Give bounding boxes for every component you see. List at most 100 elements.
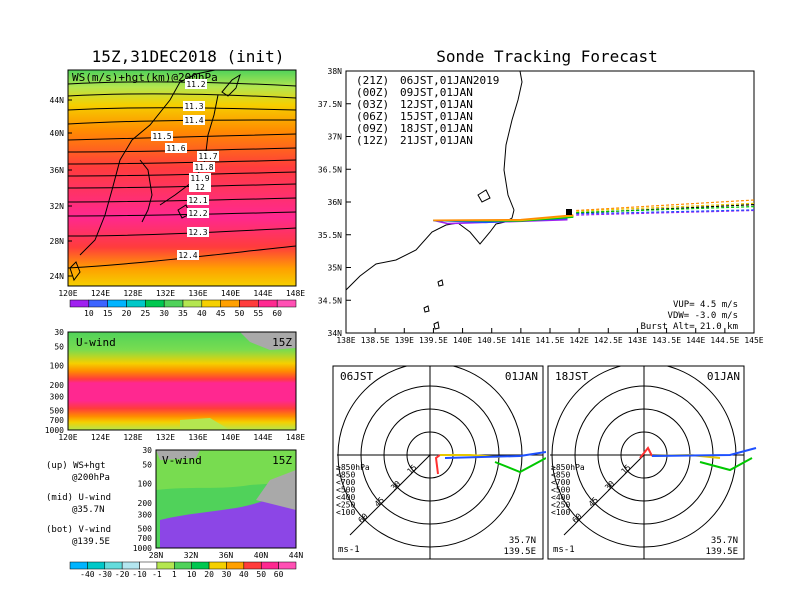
hodo-level-label: <500 [551, 486, 570, 495]
track-lon-tick: 144E [686, 336, 705, 345]
ws-lat-tick: 36N [50, 166, 65, 175]
contour-label-bg [189, 173, 211, 183]
hodo1-unit: ms-1 [338, 545, 360, 555]
uwind-pressure-tick: 200 [50, 381, 65, 390]
vwind-pressure-tick: 1000 [133, 544, 152, 553]
ws-lat-tick: 32N [50, 202, 65, 211]
track-lon-tick: 141.5E [536, 336, 565, 345]
hodo2-date: 01JAN [707, 370, 740, 383]
contour-label-bg [197, 151, 219, 161]
ws-colorbar-cell [201, 299, 221, 308]
legend-bot: (bot) V-wind [46, 525, 111, 535]
right-title: Sonde Tracking Forecast [436, 47, 658, 66]
track-lat-tick: 35N [328, 264, 343, 273]
legend-mid-lat: @35.7N [72, 505, 105, 515]
ws-lat-tick: 40N [50, 129, 65, 138]
track-series-line [433, 214, 574, 222]
ws-lon-tick: 144E [253, 289, 272, 298]
vwind-lat-tick: 28N [149, 551, 164, 560]
ws-colorbar-tick: 15 [103, 309, 113, 318]
vwind-colorbar-tick: -10 [132, 570, 147, 579]
track-lon-tick: 140E [453, 336, 472, 345]
legend-time: 06JST,01JAN2019 [400, 74, 499, 87]
uwind-pressure-tick: 300 [50, 392, 65, 401]
vwind-colorbar-cell [69, 561, 88, 570]
track-lat-tick: 36.5N [318, 165, 342, 174]
vwind-colorbar-cell [104, 561, 123, 570]
contour-label: 11.4 [184, 116, 203, 125]
contour-label: 12 [195, 183, 205, 192]
ws-lat-tick: 28N [50, 237, 65, 246]
ws-colorbar-tick: 40 [197, 309, 207, 318]
hodo-level-label: ≥850hPa [336, 463, 370, 472]
track-legend: (21Z) 06JST,01JAN2019 (00Z) 09JST,01JAN (03Z… [356, 74, 499, 147]
vwind-label: V-wind [162, 454, 202, 467]
ws-colorbar-tick: 55 [254, 309, 264, 318]
ws-lon-tick: 124E [91, 289, 110, 298]
legend-code: (00Z) [356, 86, 389, 99]
vwind-colorbar-tick: -1 [152, 570, 162, 579]
vwind-lat-tick: 36N [219, 551, 234, 560]
contour-label: 11.6 [166, 144, 185, 153]
burst-param: Burst Alt= 21.0 km [640, 322, 738, 332]
ws-colorbar-cell [182, 299, 203, 308]
vwind-colorbar-cell [139, 561, 158, 570]
vwind-colorbar-cell [226, 561, 245, 570]
vwind-panel [155, 449, 297, 549]
left-title: 15Z,31DEC2018 (init) [92, 47, 285, 66]
track-lon-tick: 139.5E [419, 336, 448, 345]
hodo-level-label: <850 [551, 471, 570, 480]
legend-time: 12JST,01JAN [400, 98, 473, 111]
track-lines [433, 199, 754, 225]
legend-time: 09JST,01JAN [400, 86, 473, 99]
hodo-level-label: <100 [336, 508, 355, 517]
contour-label-bg [187, 208, 209, 218]
contour-label: 11.7 [198, 152, 217, 161]
uwind-lon-tick: 136E [188, 433, 207, 442]
contour-labels: 11.2 11.3 11.4 11.5 11.6 11.7 11.8 11.912 12.1 12… [151, 79, 219, 260]
vwind-pressure-tick: 100 [138, 480, 153, 489]
legend-code: (06Z) [356, 110, 389, 123]
vwind-colorbar-cell [87, 561, 106, 570]
ws-colorbar-cell [239, 299, 259, 308]
ws-map-label: WS(m/s)+hgt(km)@200hPa [72, 71, 218, 84]
hodo-level-label: <100 [551, 508, 570, 517]
contour-label: 11.9 [190, 174, 209, 183]
track-lat-tick: 34.5N [318, 296, 342, 305]
ws-colorbar-cell [258, 299, 278, 308]
track-lon-tick: 143.5E [652, 336, 681, 345]
ws-colorbar-cell [107, 299, 127, 308]
vwind-colorbar-cell [191, 561, 210, 570]
ws-colorbar-tick: 25 [141, 309, 151, 318]
hodo1-lon: 139.5E [503, 547, 536, 557]
track-lat-tick: 37N [328, 133, 343, 142]
track-lon-tick: 145E [744, 336, 763, 345]
uwind-lon-tick: 128E [123, 433, 142, 442]
vwind-pressure-tick: 200 [138, 499, 153, 508]
vwind-lat-ticks: 28N 32N 36N 40N 44N [149, 551, 304, 560]
hodo-level-label: <850 [336, 471, 355, 480]
uwind-pressure-tick: 1000 [45, 426, 64, 435]
ws-lat-tick: 24N [50, 272, 65, 281]
track-lon-tick: 141E [511, 336, 530, 345]
ws-colorbar-tick: 60 [272, 309, 282, 318]
track-lon-tick: 140.5E [477, 336, 506, 345]
legend-time: 15JST,01JAN [400, 110, 473, 123]
ws-colorbar-tick: 50 [235, 309, 245, 318]
contour-label-bg [187, 227, 209, 237]
vwind-colorbar: -40 -30 -20 -10 -1 1 10 20 30 40 50 60 [69, 561, 297, 579]
uwind-pressure-tick: 50 [54, 342, 64, 351]
uwind-lon-tick: 140E [221, 433, 240, 442]
coastline [346, 71, 523, 330]
ws-lat-ticks: 44N 40N 36N 32N 28N 24N [50, 96, 72, 281]
hodo2-unit: ms-1 [553, 545, 575, 555]
vwind-lat-tick: 32N [184, 551, 199, 560]
legend-up: (up) WS+hgt [46, 461, 106, 471]
track-lon-tick: 138.5E [361, 336, 390, 345]
ws-colorbar-tick: 35 [178, 309, 188, 318]
hodo-level-label: <250 [336, 501, 355, 510]
track-map [345, 70, 755, 334]
vwind-colorbar-tick: 20 [204, 570, 214, 579]
